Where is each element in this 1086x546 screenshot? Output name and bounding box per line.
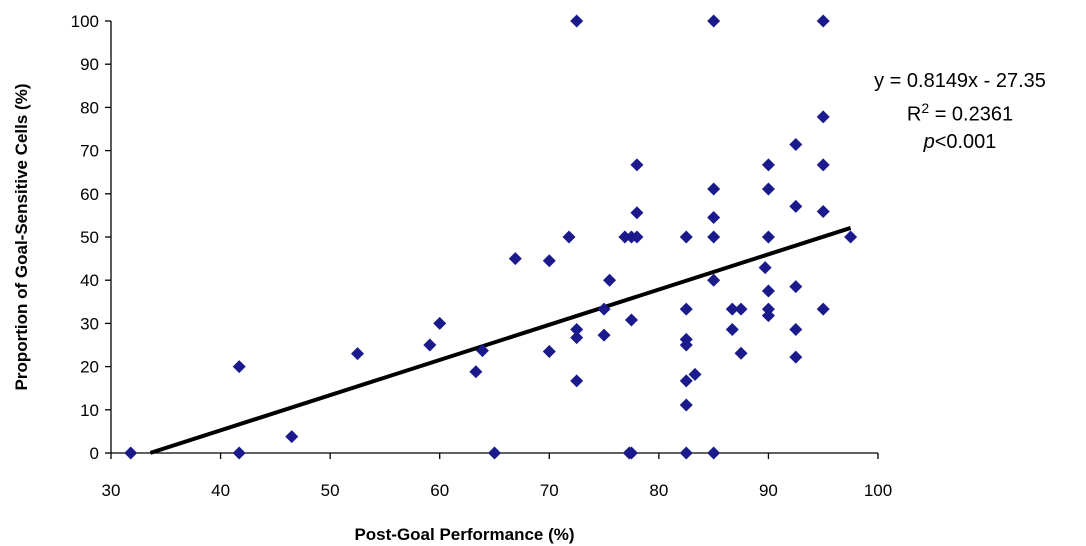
data-point xyxy=(232,446,246,460)
x-tick-label: 40 xyxy=(211,481,230,500)
data-point xyxy=(285,430,299,444)
r-squared-superscript: 2 xyxy=(921,100,930,116)
data-point xyxy=(423,338,437,352)
y-tick-label: 100 xyxy=(71,12,99,31)
x-tick-label: 50 xyxy=(321,481,340,500)
data-point xyxy=(707,273,721,287)
p-symbol: p xyxy=(923,130,935,153)
data-point xyxy=(707,446,721,460)
p-value: <0.001 xyxy=(934,130,997,153)
y-tick-label: 80 xyxy=(80,98,99,117)
data-point xyxy=(789,199,803,213)
regression-annotation: y = 0.8149x - 27.35 R2 = 0.2361 p<0.001 xyxy=(840,68,1080,156)
data-point xyxy=(597,302,611,316)
data-point xyxy=(734,346,748,360)
data-point xyxy=(679,374,693,388)
trendline-group xyxy=(149,226,852,455)
data-point xyxy=(679,398,693,412)
data-point xyxy=(789,350,803,364)
y-tick-label: 0 xyxy=(90,444,99,463)
x-tick-label: 80 xyxy=(649,481,668,500)
y-tick-label: 90 xyxy=(80,55,99,74)
y-axis-title: Proportion of Goal-Sensitive Cells (%) xyxy=(12,84,31,391)
axis-ticks: 0 10 20 30 40 50 60 70 80 90 100 30 40 50 60 70 80 90 100 xyxy=(71,12,893,500)
data-point xyxy=(707,211,721,225)
y-tick-label: 50 xyxy=(80,228,99,247)
data-point xyxy=(603,273,617,287)
regression-equation: y = 0.8149x - 27.35 xyxy=(874,70,1046,92)
data-point xyxy=(761,158,775,172)
data-points xyxy=(124,14,858,460)
data-point xyxy=(597,328,611,342)
data-point xyxy=(761,230,775,244)
data-point xyxy=(562,230,576,244)
y-tick-label: 30 xyxy=(80,314,99,333)
data-point xyxy=(816,302,830,316)
data-point xyxy=(624,446,638,460)
data-point xyxy=(433,316,447,330)
data-point xyxy=(707,230,721,244)
y-tick-label: 70 xyxy=(80,142,99,161)
y-tick-label: 60 xyxy=(80,185,99,204)
data-point xyxy=(630,230,644,244)
data-point xyxy=(707,14,721,28)
data-point xyxy=(761,284,775,298)
data-point xyxy=(761,309,775,323)
data-point xyxy=(124,446,138,460)
data-point xyxy=(789,322,803,336)
data-point xyxy=(758,261,772,275)
data-point xyxy=(761,182,775,196)
data-point xyxy=(475,344,489,358)
data-point xyxy=(570,331,584,345)
data-point xyxy=(789,138,803,152)
data-point xyxy=(488,446,501,460)
data-point xyxy=(816,158,830,172)
data-point xyxy=(816,14,830,28)
data-point xyxy=(725,302,739,316)
y-tick-label: 10 xyxy=(80,401,99,420)
x-tick-label: 60 xyxy=(430,481,449,500)
x-axis-title: Post-Goal Performance (%) xyxy=(354,525,574,544)
r-squared-symbol: R xyxy=(906,103,922,126)
data-point xyxy=(688,367,702,381)
data-point xyxy=(679,446,693,460)
x-tick-label: 30 xyxy=(102,481,121,500)
r-squared-value: = 0.2361 xyxy=(929,103,1014,126)
data-point xyxy=(844,230,858,244)
data-point xyxy=(570,14,584,28)
data-point xyxy=(630,206,644,220)
data-point xyxy=(232,360,246,374)
data-point xyxy=(816,110,830,124)
trendline xyxy=(149,226,852,455)
data-point xyxy=(624,313,638,327)
data-point xyxy=(734,302,748,316)
r-squared-line: R2 = 0.2361 xyxy=(840,95,1080,129)
y-axis-title-group: Proportion of Goal-Sensitive Cells (%) xyxy=(12,84,31,391)
data-point xyxy=(570,374,584,388)
x-tick-label: 90 xyxy=(759,481,778,500)
data-point xyxy=(542,344,556,358)
data-point xyxy=(707,182,721,196)
p-value-line: p<0.001 xyxy=(840,129,1080,156)
y-tick-label: 20 xyxy=(80,358,99,377)
data-point xyxy=(789,280,803,294)
data-point xyxy=(542,254,556,268)
data-point xyxy=(469,365,483,379)
y-tick-label: 40 xyxy=(80,271,99,290)
data-point xyxy=(725,322,739,336)
data-point xyxy=(570,322,584,336)
data-point xyxy=(508,252,522,266)
data-point xyxy=(679,338,693,352)
x-tick-label: 70 xyxy=(540,481,559,500)
data-point xyxy=(679,302,693,316)
data-point xyxy=(679,230,693,244)
data-point xyxy=(618,230,632,244)
data-point xyxy=(630,158,644,172)
data-point xyxy=(816,205,830,219)
x-tick-label: 100 xyxy=(864,481,892,500)
data-point xyxy=(351,347,365,361)
